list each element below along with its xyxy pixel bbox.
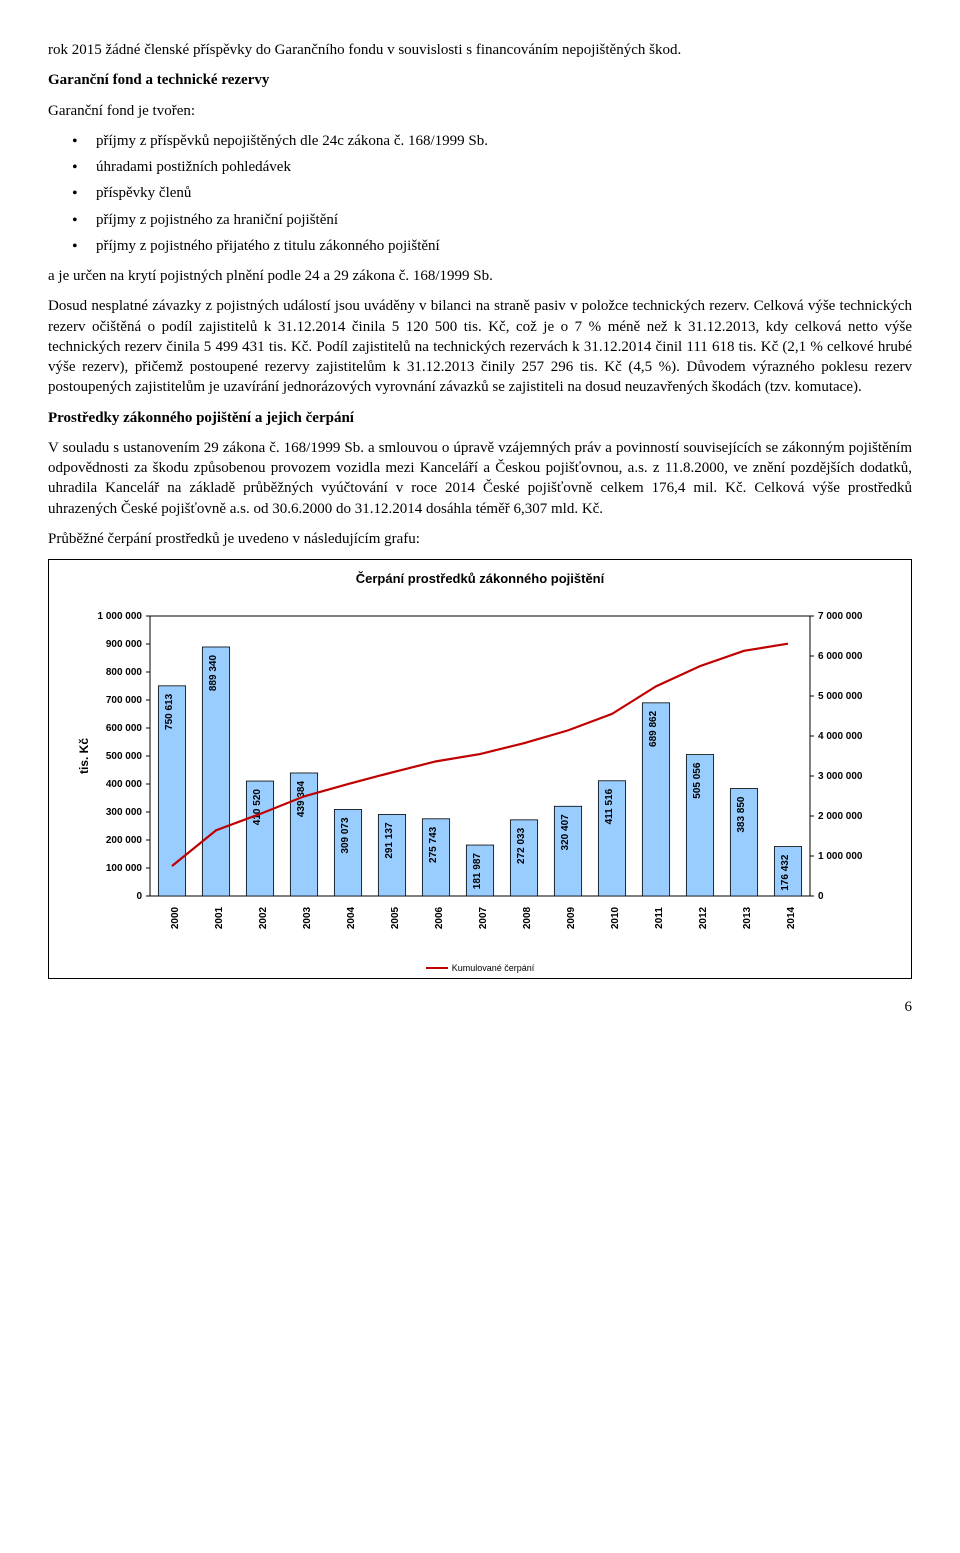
svg-text:700 000: 700 000 bbox=[106, 695, 143, 706]
svg-text:5 000 000: 5 000 000 bbox=[818, 691, 863, 702]
paragraph-fond-tvoren: Garanční fond je tvořen: bbox=[48, 101, 912, 121]
svg-text:2 000 000: 2 000 000 bbox=[818, 811, 863, 822]
paragraph-urcen: a je určen na krytí pojistných plnění po… bbox=[48, 266, 912, 286]
intro-paragraph: rok 2015 žádné členské příspěvky do Gara… bbox=[48, 40, 912, 60]
heading-garancni-fond: Garanční fond a technické rezervy bbox=[48, 70, 912, 90]
svg-text:320 407: 320 407 bbox=[560, 813, 571, 850]
svg-text:tis. Kč: tis. Kč bbox=[77, 737, 91, 773]
svg-text:100 000: 100 000 bbox=[106, 863, 143, 874]
svg-text:4 000 000: 4 000 000 bbox=[818, 731, 863, 742]
svg-text:900 000: 900 000 bbox=[106, 639, 143, 650]
svg-text:2005: 2005 bbox=[390, 906, 401, 929]
svg-text:2002: 2002 bbox=[258, 906, 269, 929]
svg-text:2000: 2000 bbox=[170, 906, 181, 929]
svg-text:2004: 2004 bbox=[346, 906, 357, 929]
svg-text:500 000: 500 000 bbox=[106, 751, 143, 762]
bullet-item: úhradami postižních pohledávek bbox=[48, 157, 912, 177]
svg-text:2008: 2008 bbox=[522, 906, 533, 929]
svg-text:889 340: 889 340 bbox=[208, 654, 219, 691]
svg-text:2013: 2013 bbox=[742, 906, 753, 929]
paragraph-prostredky: V souladu s ustanovením 29 zákona č. 168… bbox=[48, 438, 912, 519]
chart-legend: Kumulované čerpání bbox=[59, 962, 901, 974]
svg-text:2011: 2011 bbox=[654, 906, 665, 928]
bullet-item: příjmy z pojistného za hraniční pojištěn… bbox=[48, 210, 912, 230]
chart-title: Čerpání prostředků zákonného pojištění bbox=[59, 570, 901, 588]
svg-text:411 516: 411 516 bbox=[604, 788, 615, 824]
svg-text:7 000 000: 7 000 000 bbox=[818, 611, 863, 622]
svg-text:2012: 2012 bbox=[698, 906, 709, 929]
paragraph-graf-intro: Průběžné čerpání prostředků je uvedeno v… bbox=[48, 529, 912, 549]
legend-label: Kumulované čerpání bbox=[452, 963, 535, 973]
svg-text:2003: 2003 bbox=[302, 906, 313, 929]
bullet-item: příspěvky členů bbox=[48, 183, 912, 203]
svg-text:3 000 000: 3 000 000 bbox=[818, 771, 863, 782]
svg-text:750 613: 750 613 bbox=[164, 693, 175, 730]
svg-text:383 850: 383 850 bbox=[736, 796, 747, 833]
svg-text:2001: 2001 bbox=[214, 906, 225, 929]
svg-text:2010: 2010 bbox=[610, 906, 621, 929]
svg-text:400 000: 400 000 bbox=[106, 779, 143, 790]
svg-text:200 000: 200 000 bbox=[106, 835, 143, 846]
svg-text:272 033: 272 033 bbox=[516, 827, 527, 864]
svg-text:2009: 2009 bbox=[566, 906, 577, 929]
svg-text:2007: 2007 bbox=[478, 906, 489, 929]
bullet-list-fond: příjmy z příspěvků nepojištěných dle 24c… bbox=[48, 131, 912, 256]
svg-text:505 056: 505 056 bbox=[692, 762, 703, 799]
paragraph-rezervy: Dosud nesplatné závazky z pojistných udá… bbox=[48, 296, 912, 397]
bullet-item: příjmy z pojistného přijatého z titulu z… bbox=[48, 236, 912, 256]
svg-text:176 432: 176 432 bbox=[780, 854, 791, 891]
chart-svg: 0 100 000 200 000 300 000 400 000 500 000 600 … bbox=[70, 596, 890, 956]
svg-text:410 520: 410 520 bbox=[252, 788, 263, 825]
svg-text:300 000: 300 000 bbox=[106, 807, 143, 818]
svg-text:291 137: 291 137 bbox=[384, 822, 395, 859]
svg-text:6 000 000: 6 000 000 bbox=[818, 651, 863, 662]
svg-text:0: 0 bbox=[818, 891, 824, 902]
svg-text:309 073: 309 073 bbox=[340, 817, 351, 854]
svg-text:2014: 2014 bbox=[786, 906, 797, 929]
svg-text:1 000 000: 1 000 000 bbox=[98, 611, 143, 622]
svg-text:689 862: 689 862 bbox=[648, 710, 659, 747]
page-number: 6 bbox=[48, 997, 912, 1017]
svg-text:800 000: 800 000 bbox=[106, 667, 143, 678]
svg-text:1 000 000: 1 000 000 bbox=[818, 851, 863, 862]
legend-line-icon bbox=[426, 967, 448, 969]
svg-text:600 000: 600 000 bbox=[106, 723, 143, 734]
heading-prostredky: Prostředky zákonného pojištění a jejich … bbox=[48, 408, 912, 428]
bullet-item: příjmy z příspěvků nepojištěných dle 24c… bbox=[48, 131, 912, 151]
svg-text:0: 0 bbox=[136, 891, 142, 902]
svg-text:2006: 2006 bbox=[434, 906, 445, 929]
svg-text:181 987: 181 987 bbox=[472, 852, 483, 889]
svg-text:275 743: 275 743 bbox=[428, 826, 439, 863]
chart-container: Čerpání prostředků zákonného pojištění 0… bbox=[48, 559, 912, 979]
